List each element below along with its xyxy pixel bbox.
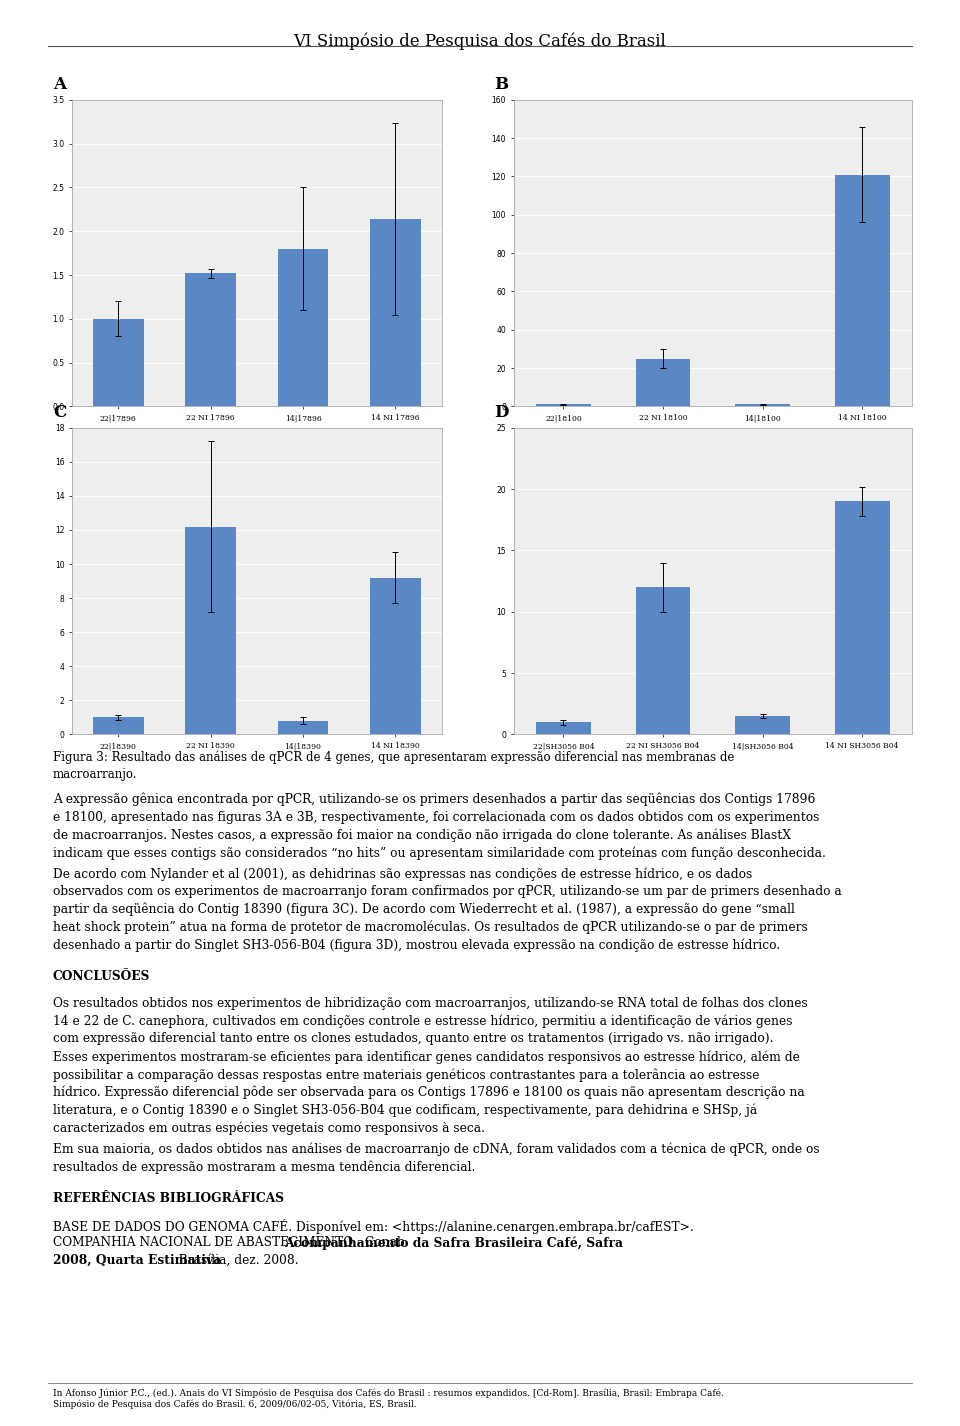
Text: Esses experimentos mostraram-se eficientes para identificar genes candidatos res: Esses experimentos mostraram-se eficient… [53,1051,800,1064]
Text: com expressão diferencial tanto entre os clones estudados, quanto entre os trata: com expressão diferencial tanto entre os… [53,1032,774,1045]
Text: B: B [494,76,509,93]
Text: . Brasília, dez. 2008.: . Brasília, dez. 2008. [171,1255,299,1268]
Text: A expressão gênica encontrada por qPCR, utilizando-se os primers desenhados a pa: A expressão gênica encontrada por qPCR, … [53,793,815,806]
Text: caracterizados em outras espécies vegetais como responsivos à seca.: caracterizados em outras espécies vegeta… [53,1122,485,1135]
Text: desenhado a partir do Singlet SH3-056-B04 (figura 3D), mostrou elevada expressão: desenhado a partir do Singlet SH3-056-B0… [53,938,780,951]
Text: CONCLUSÕES: CONCLUSÕES [53,971,150,984]
Bar [835,502,890,734]
Bar [185,526,236,734]
Text: possibilitar a comparação dessas respostas entre materiais genéticos contrastant: possibilitar a comparação dessas respost… [53,1068,759,1081]
Bar [277,720,328,734]
Text: VI Simpósio de Pesquisa dos Cafés do Brasil: VI Simpósio de Pesquisa dos Cafés do Bra… [294,33,666,50]
Bar [536,405,590,406]
Bar [370,220,420,406]
Text: 2008, Quarta Estimativa: 2008, Quarta Estimativa [53,1255,221,1268]
Text: Acompanhamento da Safra Brasileira Café, Safra: Acompanhamento da Safra Brasileira Café,… [284,1236,623,1249]
Text: macroarranjo.: macroarranjo. [53,767,137,781]
Text: observados com os experimentos de macroarranjo foram confirmados por qPCR, utili: observados com os experimentos de macroa… [53,886,842,898]
Bar [277,248,328,406]
Bar [93,319,144,406]
Bar [185,274,236,406]
Bar [735,716,790,734]
Text: REFERÊNCIAS BIBLIOGRÁFICAS: REFERÊNCIAS BIBLIOGRÁFICAS [53,1192,284,1205]
Text: literatura, e o Contig 18390 e o Singlet SH3-056-B04 que codificam, respectivame: literatura, e o Contig 18390 e o Singlet… [53,1104,757,1117]
Bar [835,174,890,406]
Text: de macroarranjos. Nestes casos, a expressão foi maior na condição não irrigada d: de macroarranjos. Nestes casos, a expres… [53,829,791,841]
Text: resultados de expressão mostraram a mesma tendência diferencial.: resultados de expressão mostraram a mesm… [53,1161,475,1174]
Bar [536,722,590,734]
Bar [370,578,420,734]
Text: indicam que esses contigs são considerados “no hits” ou apresentam similaridade : indicam que esses contigs são considerad… [53,847,826,860]
Text: BASE DE DADOS DO GENOMA CAFÉ. Disponível em: <https://alanine.cenargen.embrapa.b: BASE DE DADOS DO GENOMA CAFÉ. Disponível… [53,1219,693,1233]
Text: 14 e 22 de C. canephora, cultivados em condições controle e estresse hídrico, pe: 14 e 22 de C. canephora, cultivados em c… [53,1015,792,1028]
Text: In Afonso Júnior P.C., (ed.). Anais do VI Simpósio de Pesquisa dos Cafés do Bras: In Afonso Júnior P.C., (ed.). Anais do V… [53,1389,724,1409]
Bar [636,588,690,734]
Text: D: D [494,404,509,421]
Text: Figura 3: Resultado das análises de qPCR de 4 genes, que apresentaram expressão : Figura 3: Resultado das análises de qPCR… [53,750,734,763]
Bar [93,717,144,734]
Text: Os resultados obtidos nos experimentos de hibridização com macroarranjos, utiliz: Os resultados obtidos nos experimentos d… [53,997,807,1010]
Text: e 18100, apresentado nas figuras 3A e 3B, respectivamente, foi correlacionada co: e 18100, apresentado nas figuras 3A e 3B… [53,810,819,824]
Text: COMPANHIA NACIONAL DE ABASTECIMENTO - Conab.: COMPANHIA NACIONAL DE ABASTECIMENTO - Co… [53,1236,412,1249]
Text: partir da seqüência do Contig 18390 (figura 3C). De acordo com Wiederrecht et al: partir da seqüência do Contig 18390 (fig… [53,903,795,915]
Bar [735,405,790,406]
Text: C: C [53,404,66,421]
Text: Em sua maioria, os dados obtidos nas análises de macroarranjo de cDNA, foram val: Em sua maioria, os dados obtidos nas aná… [53,1142,820,1155]
Text: hídrico. Expressão diferencial pôde ser observada para os Contigs 17896 e 18100 : hídrico. Expressão diferencial pôde ser … [53,1087,804,1099]
Text: A: A [53,76,66,93]
Bar [636,358,690,406]
Text: heat shock protein” atua na forma de protetor de macromoléculas. Os resultados d: heat shock protein” atua na forma de pro… [53,921,807,934]
Text: De acordo com Nylander et al (2001), as dehidrinas são expressas nas condições d: De acordo com Nylander et al (2001), as … [53,867,752,880]
